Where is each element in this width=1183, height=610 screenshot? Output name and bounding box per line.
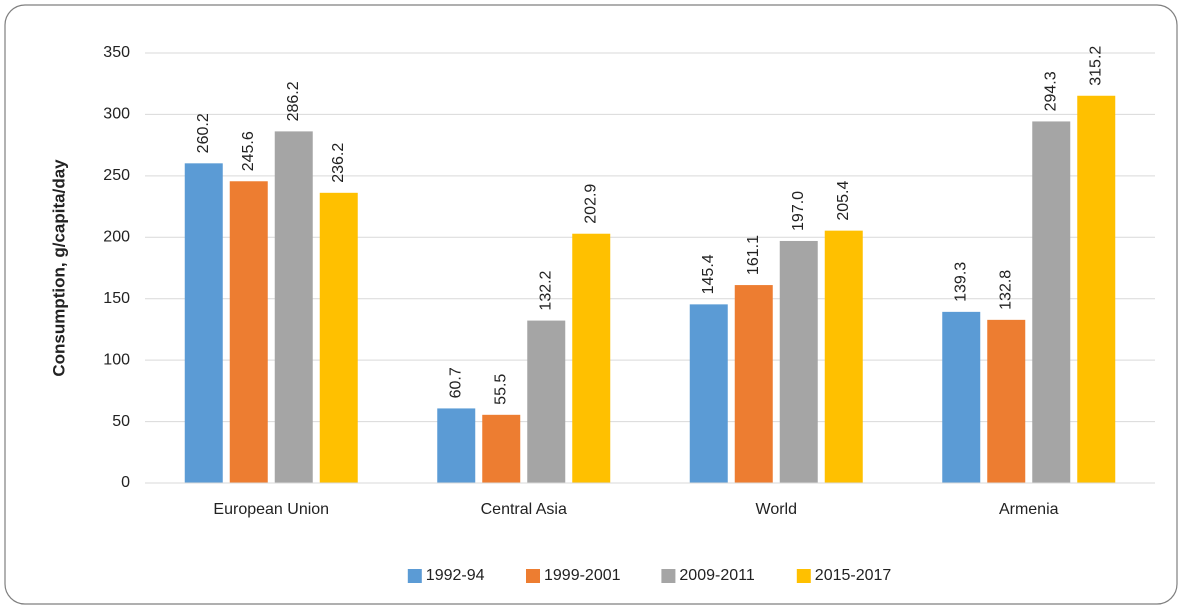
y-tick-label: 250 <box>103 167 130 184</box>
bar <box>779 240 818 483</box>
bar <box>229 181 268 483</box>
y-axis-label: Consumption, g/capita/day <box>49 159 68 377</box>
bar <box>734 285 773 483</box>
y-tick-label: 50 <box>112 413 130 430</box>
data-label: 286.2 <box>285 81 302 121</box>
y-tick-label: 350 <box>103 44 130 61</box>
data-label: 132.2 <box>537 270 554 310</box>
bar <box>527 320 566 483</box>
y-tick-label: 150 <box>103 290 130 307</box>
x-tick-label: World <box>756 501 798 518</box>
data-label: 260.2 <box>195 113 212 153</box>
data-label: 315.2 <box>1087 46 1104 86</box>
bar <box>1032 121 1071 483</box>
y-tick-label: 200 <box>103 229 130 246</box>
y-tick-label: 0 <box>121 474 130 491</box>
bar <box>437 408 476 483</box>
bar <box>689 304 728 483</box>
data-label: 145.4 <box>700 254 717 294</box>
bar <box>1077 95 1116 484</box>
x-tick-label: Armenia <box>999 501 1059 518</box>
data-label: 55.5 <box>492 374 509 405</box>
bar <box>572 233 611 483</box>
bar <box>824 230 863 483</box>
legend-swatch <box>407 569 422 583</box>
legend-swatch <box>661 569 676 583</box>
data-label: 294.3 <box>1042 71 1059 111</box>
bar <box>184 163 223 483</box>
legend-label: 1999-2001 <box>544 567 621 584</box>
legend-label: 2015-2017 <box>815 567 892 584</box>
legend-swatch <box>526 569 540 583</box>
data-label: 139.3 <box>952 262 969 302</box>
legend-swatch <box>796 569 811 583</box>
data-label: 236.2 <box>330 143 347 183</box>
bar <box>482 414 521 483</box>
legend-label: 2009-2011 <box>679 567 754 584</box>
data-label: 161.1 <box>745 235 762 275</box>
bar <box>987 319 1026 483</box>
x-tick-label: Central Asia <box>481 501 567 518</box>
bar <box>942 311 981 483</box>
data-label: 202.9 <box>582 184 599 224</box>
y-tick-label: 100 <box>103 351 130 368</box>
bar <box>274 131 313 483</box>
data-label: 205.4 <box>835 181 852 221</box>
data-label: 245.6 <box>240 131 257 171</box>
x-tick-label: European Union <box>213 501 329 518</box>
y-tick-label: 300 <box>103 106 130 123</box>
data-label: 197.0 <box>790 191 807 231</box>
legend-label: 1992-94 <box>426 567 485 584</box>
data-label: 132.8 <box>997 270 1014 310</box>
data-label: 60.7 <box>447 367 464 398</box>
bar <box>319 192 358 483</box>
